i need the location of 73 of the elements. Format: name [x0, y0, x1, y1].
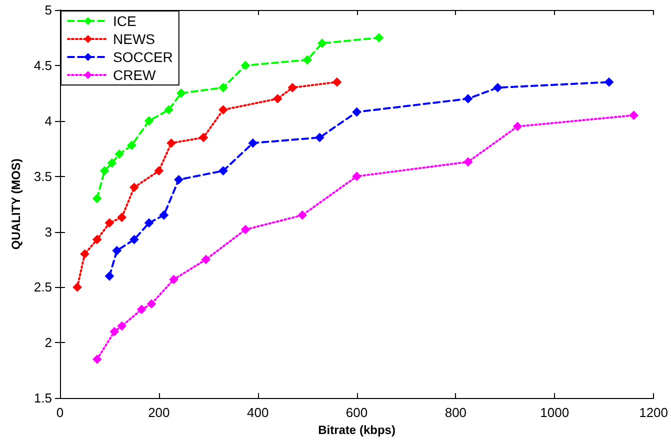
- point: [201, 254, 210, 264]
- point: [147, 299, 156, 308]
- point: [80, 249, 90, 258]
- point: [248, 138, 258, 148]
- x-tick-label: 200: [148, 405, 170, 420]
- y-tick-label: 2: [44, 335, 52, 350]
- y-tick-label: 1.5: [34, 390, 52, 406]
- point: [240, 225, 250, 234]
- x-tick-label: 800: [444, 405, 467, 420]
- point: [166, 138, 176, 148]
- point: [164, 105, 174, 114]
- point: [464, 157, 473, 166]
- point: [144, 218, 154, 228]
- point: [318, 38, 327, 48]
- point: [332, 78, 342, 87]
- legend-label: SOCCER: [113, 49, 173, 65]
- point: [218, 105, 228, 114]
- point: [92, 235, 102, 244]
- point: [298, 210, 307, 220]
- x-axis-title: Bitrate (kbps): [318, 423, 396, 437]
- point: [302, 55, 312, 64]
- point: [130, 235, 139, 244]
- y-axis-title: QUALITY (MOS): [9, 158, 23, 250]
- point: [604, 78, 614, 87]
- point: [273, 94, 282, 104]
- point: [127, 140, 136, 150]
- x-tick-label: 1000: [540, 405, 570, 420]
- point: [100, 166, 110, 176]
- legend-label: NEWS: [113, 31, 155, 47]
- y-tick-label: 3: [44, 224, 52, 240]
- point: [374, 33, 384, 42]
- x-tick-label: 1200: [639, 405, 668, 420]
- y-tick-label: 3.5: [34, 168, 52, 184]
- point: [218, 166, 228, 176]
- point: [159, 210, 168, 220]
- point: [104, 218, 114, 228]
- point: [92, 354, 102, 364]
- point: [92, 194, 102, 204]
- y-tick-label: 5: [44, 2, 52, 18]
- x-tick-label: 0: [56, 405, 64, 420]
- point: [137, 304, 146, 314]
- point: [493, 83, 502, 92]
- point: [352, 172, 362, 181]
- point: [174, 175, 184, 184]
- point: [169, 274, 178, 284]
- point: [288, 83, 297, 92]
- y-tick-label: 4.5: [34, 58, 52, 73]
- point: [130, 182, 139, 192]
- point: [240, 60, 250, 70]
- point: [154, 166, 164, 176]
- y-tick-label: 4: [44, 113, 52, 128]
- point: [198, 133, 208, 142]
- point: [315, 133, 324, 142]
- point: [117, 322, 126, 331]
- point: [218, 83, 228, 92]
- point: [144, 116, 154, 126]
- x-tick-label: 600: [346, 405, 368, 420]
- point: [176, 88, 186, 98]
- y-tick-label: 2.5: [34, 280, 52, 295]
- point: [104, 272, 114, 281]
- point: [464, 94, 473, 104]
- point: [72, 282, 82, 292]
- point: [107, 158, 116, 168]
- legend-label: ICE: [113, 13, 136, 29]
- point: [513, 122, 522, 131]
- point: [352, 108, 362, 117]
- x-tick-label: 400: [246, 405, 269, 420]
- point: [114, 150, 124, 159]
- point: [112, 246, 122, 256]
- point: [117, 212, 126, 222]
- point: [629, 110, 638, 120]
- legend-label: CREW: [113, 67, 157, 83]
- point: [110, 327, 119, 336]
